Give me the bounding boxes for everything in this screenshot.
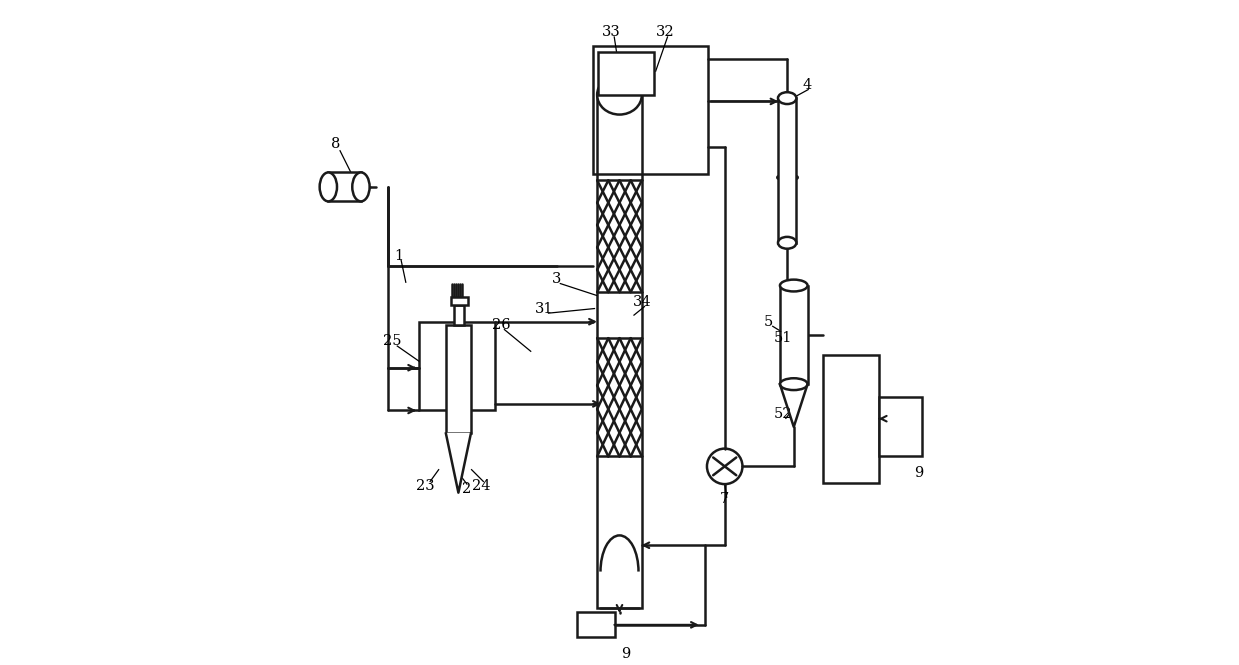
Text: 9: 9 — [914, 466, 923, 480]
Text: 34: 34 — [633, 295, 652, 309]
Text: 7: 7 — [720, 492, 730, 506]
Text: 9: 9 — [622, 647, 631, 661]
Ellipse shape — [779, 279, 808, 291]
Text: 26: 26 — [492, 318, 510, 332]
Text: 4: 4 — [803, 78, 812, 92]
Ellipse shape — [320, 172, 337, 201]
Bar — [597, 95, 642, 608]
Bar — [598, 52, 654, 95]
Bar — [419, 322, 494, 410]
Text: 23: 23 — [416, 479, 435, 493]
Bar — [779, 285, 808, 384]
Ellipse shape — [597, 75, 642, 114]
Text: 8: 8 — [331, 137, 341, 151]
Polygon shape — [779, 384, 808, 427]
Bar — [577, 612, 615, 637]
Bar — [446, 325, 471, 434]
Bar — [451, 297, 467, 305]
Bar — [328, 172, 361, 201]
Text: 1: 1 — [395, 249, 404, 263]
Bar — [593, 45, 709, 174]
Bar — [824, 354, 880, 483]
Bar — [778, 98, 797, 243]
Text: 2: 2 — [462, 482, 472, 496]
Ellipse shape — [778, 92, 797, 104]
Text: 31: 31 — [535, 301, 553, 316]
Ellipse shape — [778, 237, 797, 249]
Text: 25: 25 — [383, 334, 401, 348]
Ellipse shape — [779, 378, 808, 390]
Polygon shape — [446, 434, 471, 493]
Text: 33: 33 — [602, 25, 621, 39]
Ellipse shape — [352, 172, 369, 201]
Bar — [453, 305, 465, 325]
Bar — [880, 397, 922, 456]
Text: 5: 5 — [764, 315, 773, 329]
Text: 52: 52 — [773, 407, 792, 421]
Text: 32: 32 — [657, 25, 675, 39]
Text: 24: 24 — [472, 479, 491, 493]
Text: 3: 3 — [553, 272, 561, 286]
Text: 51: 51 — [773, 331, 792, 345]
